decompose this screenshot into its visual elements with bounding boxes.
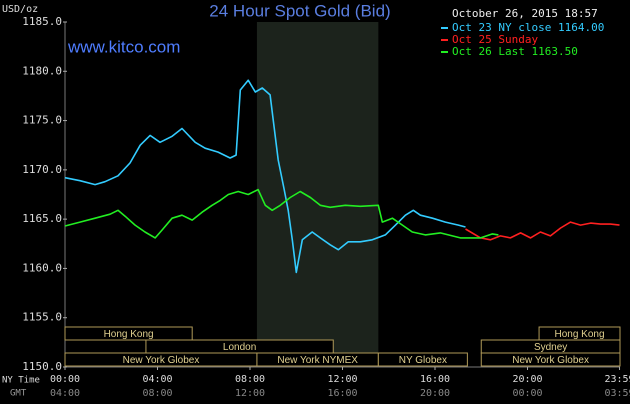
chart-title: 24 Hour Spot Gold (Bid) [209, 1, 390, 20]
timestamp: October 26, 2015 18:57 [452, 7, 598, 20]
x-tick-label: 12:00 [327, 374, 357, 385]
x2-tick-label: 00:00 [512, 388, 542, 399]
y-tick-label: 1170.0 [22, 163, 62, 176]
y-tick-label: 1180.0 [22, 64, 62, 77]
y-tick-label: 1160.0 [22, 261, 62, 274]
x-axis-label: NY Time [2, 376, 40, 386]
legend-entry: Oct 26 Last 1163.50 [452, 45, 578, 58]
x2-tick-label: 03:59 [604, 388, 630, 399]
y-tick-label: 1175.0 [22, 114, 62, 127]
session-box [64, 326, 193, 341]
watermark: www.kitco.com [67, 37, 180, 56]
session-label: London [223, 342, 256, 353]
x2-tick-label: 12:00 [235, 388, 265, 399]
session-label: Hong Kong [555, 329, 605, 340]
x2-tick-label: 08:00 [142, 388, 172, 399]
y-tick-label: 1155.0 [22, 311, 62, 324]
legend-entry: Oct 25 Sunday [452, 33, 538, 46]
y-tick-label: 1150.0 [22, 360, 62, 373]
session-label: New York Globex [512, 355, 589, 366]
legend-entry: Oct 23 NY close 1164.00 [452, 21, 604, 34]
x2-tick-label: 04:00 [50, 388, 80, 399]
y-axis-label: USD/oz [2, 4, 38, 15]
x-tick-label: 20:00 [512, 374, 542, 385]
session-shade [256, 22, 379, 367]
x-tick-label: 08:00 [235, 374, 265, 385]
session-label: New York NYMEX [277, 355, 358, 366]
price-line [64, 79, 466, 274]
x2-tick-label: 20:00 [420, 388, 450, 399]
session-box [480, 352, 621, 367]
y-tick-label: 1165.0 [22, 212, 62, 225]
x2-tick-label: 16:00 [327, 388, 357, 399]
x-tick-label: 16:00 [420, 374, 450, 385]
session-label: Sydney [534, 342, 567, 353]
x-tick-label: 04:00 [142, 374, 172, 385]
price-line [64, 188, 499, 239]
session-label: New York Globex [123, 355, 200, 366]
x-tick-label: 00:00 [50, 374, 80, 385]
session-label: Hong Kong [104, 329, 154, 340]
x-tick-label: 23:59 [604, 374, 630, 385]
y-tick-label: 1185.0 [22, 15, 62, 28]
x2-axis-label: GMT [10, 389, 27, 399]
price-line [465, 221, 620, 241]
session-label: NY Globex [399, 355, 447, 366]
session-box [377, 352, 468, 367]
